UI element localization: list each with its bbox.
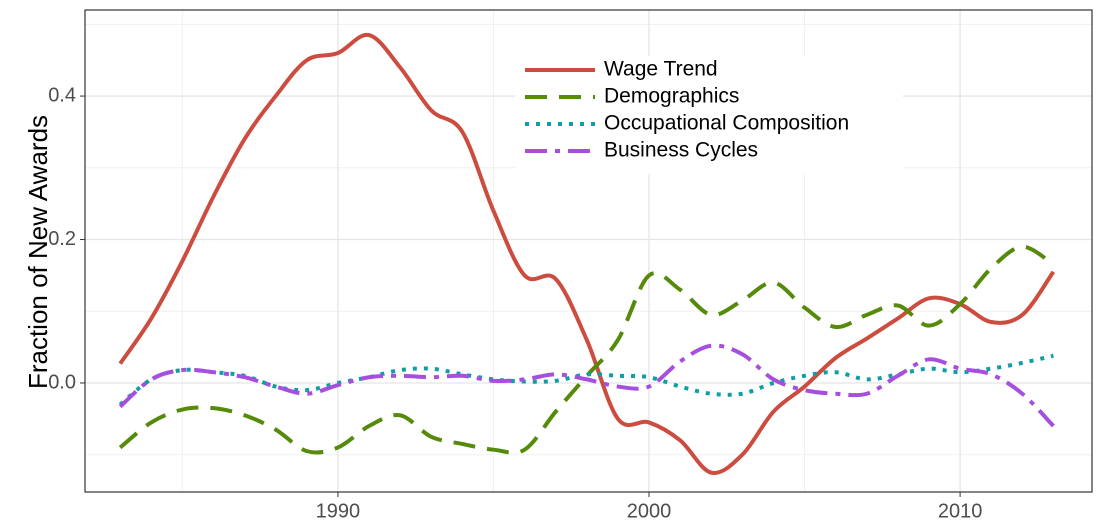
legend-label: Occupational Composition <box>604 112 849 135</box>
x-tick-label: 2000 <box>627 500 672 522</box>
legend-label: Demographics <box>604 85 739 108</box>
y-tick-label: 0.2 <box>48 228 76 250</box>
legend-box <box>515 56 903 174</box>
legend-label: Wage Trend <box>604 58 718 81</box>
series-line <box>118 33 1056 475</box>
y-tick-label: 0.4 <box>48 84 76 106</box>
series-line <box>118 244 1055 455</box>
y-axis-label: Fraction of New Awards <box>23 115 53 389</box>
y-tick-label: 0.0 <box>48 371 76 393</box>
series-line <box>118 343 1055 428</box>
legend-label: Business Cycles <box>604 139 758 162</box>
plot-border <box>84 9 1093 493</box>
x-tick-label: 2010 <box>938 500 983 522</box>
series-line <box>118 353 1054 407</box>
x-tick-label: 1990 <box>316 500 361 522</box>
